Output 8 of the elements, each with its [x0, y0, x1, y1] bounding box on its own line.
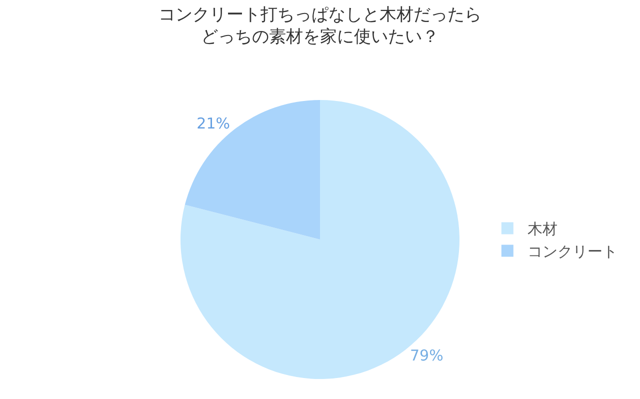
legend-label: コンクリート: [527, 242, 618, 261]
legend-label: 木材: [527, 220, 558, 238]
pie-slice: [180, 100, 460, 379]
chart-title: コンクリート打ちっぱなしと木材だったら: [158, 4, 482, 25]
data-label: 21%: [196, 114, 230, 133]
pie-slice: [184, 100, 320, 240]
data-label: 79%: [410, 346, 444, 364]
chart-subtitle: どっちの素材を家に使いたい？: [201, 27, 439, 48]
